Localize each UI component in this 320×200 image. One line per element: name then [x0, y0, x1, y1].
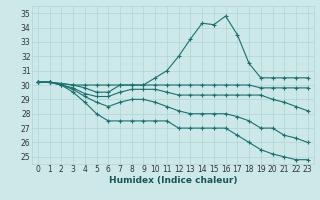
X-axis label: Humidex (Indice chaleur): Humidex (Indice chaleur) [108, 176, 237, 185]
